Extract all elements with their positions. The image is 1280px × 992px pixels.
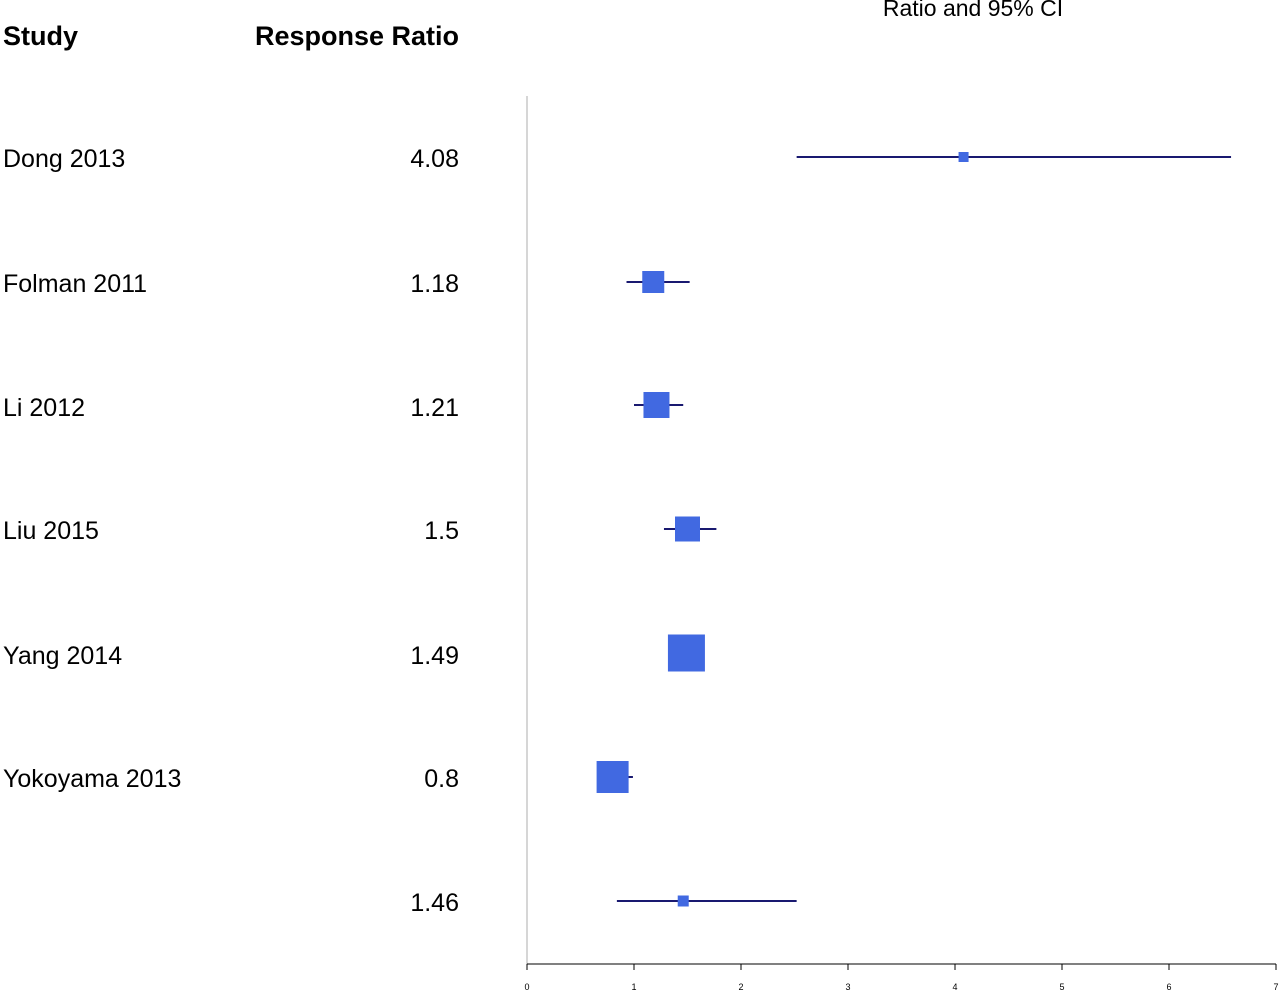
column-header-study: Study	[3, 21, 79, 51]
ratio-value: 1.49	[410, 642, 459, 670]
x-tick-label: 0	[524, 982, 529, 992]
study-label: Yang 2014	[3, 642, 123, 670]
plot-title: Ratio and 95% CI	[882, 0, 1064, 21]
study-label: Yokoyama 2013	[3, 765, 182, 793]
point-estimate-marker	[643, 392, 670, 418]
x-tick-label: 7	[1273, 982, 1278, 992]
ratio-value: 4.08	[410, 145, 459, 173]
x-tick-label: 2	[738, 982, 743, 992]
point-estimate-marker	[675, 516, 700, 542]
x-tick-label: 3	[845, 982, 850, 992]
summary-ratio-value: 1.46	[410, 889, 459, 917]
x-tick-label: 4	[952, 982, 957, 992]
point-estimate-marker	[958, 152, 969, 162]
ratio-value: 1.5	[424, 517, 459, 545]
ratio-value: 0.8	[424, 765, 459, 793]
study-label: Dong 2013	[3, 145, 126, 173]
x-tick-label: 5	[1059, 982, 1064, 992]
point-estimate-marker	[667, 634, 705, 672]
x-tick-label: 6	[1166, 982, 1171, 992]
summary-marker	[677, 895, 689, 907]
point-estimate-marker	[596, 761, 629, 793]
study-label: Folman 2011	[3, 270, 148, 298]
x-tick-label: 1	[631, 982, 636, 992]
ratio-value: 1.18	[410, 270, 459, 298]
study-label: Liu 2015	[3, 517, 99, 545]
point-estimate-marker	[642, 271, 665, 293]
ratio-value: 1.21	[410, 394, 459, 422]
study-label: Li 2012	[3, 394, 86, 422]
column-header-response-ratio: Response Ratio	[254, 21, 459, 51]
